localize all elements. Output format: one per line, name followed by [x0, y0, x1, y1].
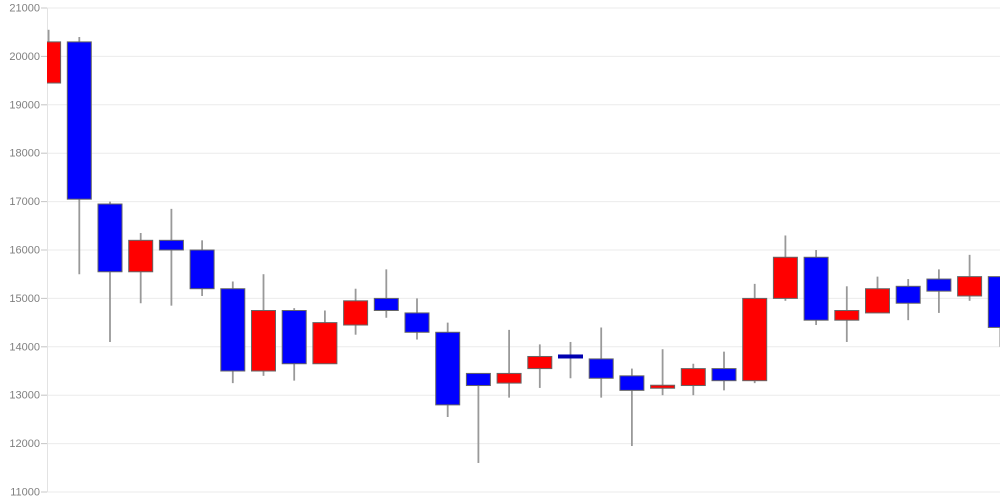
candle — [803, 250, 829, 326]
candle-body — [189, 249, 215, 290]
candle — [588, 327, 614, 398]
candle — [465, 372, 491, 463]
candle — [158, 208, 184, 306]
candle-body — [527, 355, 553, 370]
candle-body — [558, 354, 583, 359]
y-axis-label: 18000 — [9, 148, 40, 160]
candle — [281, 308, 307, 381]
candle-body — [251, 310, 276, 372]
y-axis-label: 12000 — [9, 438, 40, 450]
candle — [496, 329, 522, 398]
candle-body — [435, 331, 461, 406]
candle — [772, 235, 798, 301]
y-axis-label: 13000 — [9, 390, 40, 402]
y-axis-label: 16000 — [9, 245, 40, 257]
candle — [558, 341, 583, 379]
plot-area — [47, 29, 1000, 463]
y-axis-label: 20000 — [9, 51, 40, 63]
candle — [97, 201, 123, 342]
candle-body — [373, 297, 399, 311]
candle — [680, 363, 706, 396]
y-axis-label: 11000 — [10, 487, 40, 499]
candle — [711, 351, 737, 391]
candle-body — [650, 384, 676, 389]
candle-body — [619, 375, 645, 391]
y-axis-label: 17000 — [9, 196, 40, 208]
candle-body — [957, 276, 983, 297]
candle-body — [158, 239, 184, 251]
candle — [957, 254, 983, 301]
candle — [987, 276, 1000, 347]
candle-body — [588, 358, 614, 379]
candle — [312, 310, 338, 365]
candle — [742, 283, 768, 384]
candle-body — [496, 372, 522, 384]
candle — [189, 240, 215, 296]
candle-body — [97, 203, 123, 273]
candle-body — [711, 368, 737, 382]
candle-body — [128, 239, 154, 273]
candle — [926, 269, 952, 313]
y-axis-label: 19000 — [9, 99, 40, 111]
candle — [834, 286, 860, 342]
candle-body — [926, 278, 952, 292]
candle-body — [220, 288, 246, 372]
candle-body — [834, 310, 860, 321]
candle-body — [803, 256, 829, 321]
candle-body — [895, 285, 921, 304]
candle — [619, 368, 645, 447]
candle-body — [312, 322, 338, 365]
candle-body — [987, 276, 1000, 328]
candle-body — [465, 372, 491, 387]
candle — [66, 37, 92, 275]
candle-body — [66, 41, 92, 200]
candle — [435, 322, 461, 417]
y-axis-label: 21000 — [9, 3, 40, 15]
candle-body — [680, 368, 706, 387]
candle — [47, 29, 62, 84]
candle — [251, 274, 276, 376]
candle — [128, 233, 154, 304]
y-axis-label: 14000 — [9, 341, 40, 353]
candle — [404, 298, 430, 340]
candle — [650, 349, 676, 396]
candle — [895, 279, 921, 321]
candle-body — [772, 256, 798, 299]
candle — [220, 281, 246, 384]
candle-body — [865, 288, 890, 314]
candle-body — [404, 312, 430, 333]
candle-body — [343, 300, 369, 326]
candle — [527, 344, 553, 388]
candle — [343, 288, 369, 335]
candle-body — [742, 297, 768, 382]
y-axis-label: 15000 — [9, 293, 40, 305]
candle — [865, 276, 890, 314]
candle — [373, 269, 399, 318]
candle-body — [47, 41, 62, 84]
candle-body — [281, 310, 307, 365]
